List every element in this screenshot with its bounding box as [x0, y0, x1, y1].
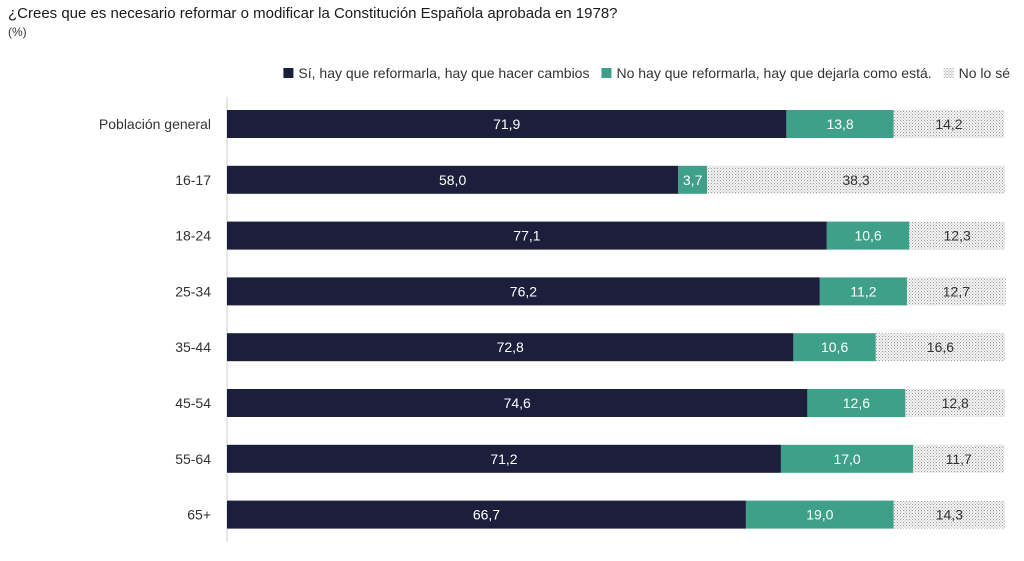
legend-swatch: [601, 68, 612, 78]
data-label: 11,2: [850, 283, 876, 299]
bar-segment: [909, 221, 1005, 250]
data-label: 38,3: [842, 172, 869, 188]
bar-segment: [905, 389, 1005, 417]
legend-item: Sí, hay que reformarla, hay que hacer ca…: [283, 65, 589, 81]
data-label: 72,8: [497, 339, 524, 355]
legend-label: No lo sé: [959, 65, 1011, 81]
category-label: 35-44: [175, 339, 211, 355]
bar-segment: [227, 110, 787, 138]
bar-segment: [913, 444, 1005, 473]
bar-segment: [906, 277, 1006, 306]
bar-segment: [678, 165, 708, 194]
data-label: 17,0: [833, 451, 860, 467]
bar-segment: [819, 277, 907, 306]
bar-segment: [793, 333, 876, 362]
category-label: 45-54: [175, 395, 211, 411]
bar-segment: [826, 221, 910, 250]
data-label: 10,6: [854, 228, 881, 244]
category-label: 18-24: [175, 228, 211, 244]
data-label: 66,7: [473, 507, 500, 523]
data-label: 3,7: [683, 172, 703, 188]
data-label: 71,2: [490, 451, 517, 467]
bar-segment: [707, 165, 1005, 194]
data-label: 58,0: [439, 172, 466, 188]
data-label: 11,7: [946, 451, 972, 467]
bar-segment: [227, 165, 679, 194]
bar-segment: [227, 389, 808, 417]
data-label: 12,7: [943, 283, 970, 299]
chart-title: ¿Crees que es necesario reformar o modif…: [8, 5, 618, 22]
bar-segment: [786, 110, 894, 138]
category-label: 65+: [187, 507, 211, 523]
category-label: Población general: [99, 116, 211, 132]
category-label: 55-64: [175, 451, 211, 467]
legend-label: No hay que reformarla, hay que dejarla c…: [616, 65, 931, 81]
bar-segment: [780, 444, 914, 473]
bar-segment: [227, 500, 746, 529]
data-label: 12,8: [942, 395, 969, 411]
category-label: 25-34: [175, 283, 211, 299]
data-label: 14,2: [935, 116, 962, 132]
chart-legend: Sí, hay que reformarla, hay que hacer ca…: [283, 65, 1010, 81]
bar-segment: [227, 221, 827, 250]
data-label: 13,8: [826, 116, 853, 132]
bar-segment: [227, 444, 781, 473]
bar-segment: [875, 333, 1005, 362]
bar-segment: [807, 389, 906, 417]
bar-segment: [227, 333, 794, 362]
data-label: 71,9: [493, 116, 520, 132]
data-label: 12,3: [944, 228, 971, 244]
data-label: 10,6: [821, 339, 848, 355]
legend-swatch: [283, 68, 294, 78]
chart-subtitle: (%): [8, 25, 27, 39]
category-label: 16-17: [175, 172, 211, 188]
bar-segment: [745, 500, 894, 529]
legend-item: No lo sé: [943, 65, 1011, 81]
bar-segment: [227, 277, 820, 306]
bar-segment: [893, 110, 1005, 138]
legend-label: Sí, hay que reformarla, hay que hacer ca…: [298, 65, 589, 81]
data-label: 16,6: [927, 339, 954, 355]
data-label: 12,6: [843, 395, 870, 411]
data-label: 77,1: [513, 228, 540, 244]
legend-swatch: [943, 68, 954, 78]
legend-item: No hay que reformarla, hay que dejarla c…: [601, 65, 932, 81]
data-label: 74,6: [504, 395, 531, 411]
data-label: 76,2: [510, 283, 537, 299]
data-label: 19,0: [806, 507, 833, 523]
bar-segment: [893, 500, 1005, 529]
data-label: 14,3: [936, 507, 963, 523]
